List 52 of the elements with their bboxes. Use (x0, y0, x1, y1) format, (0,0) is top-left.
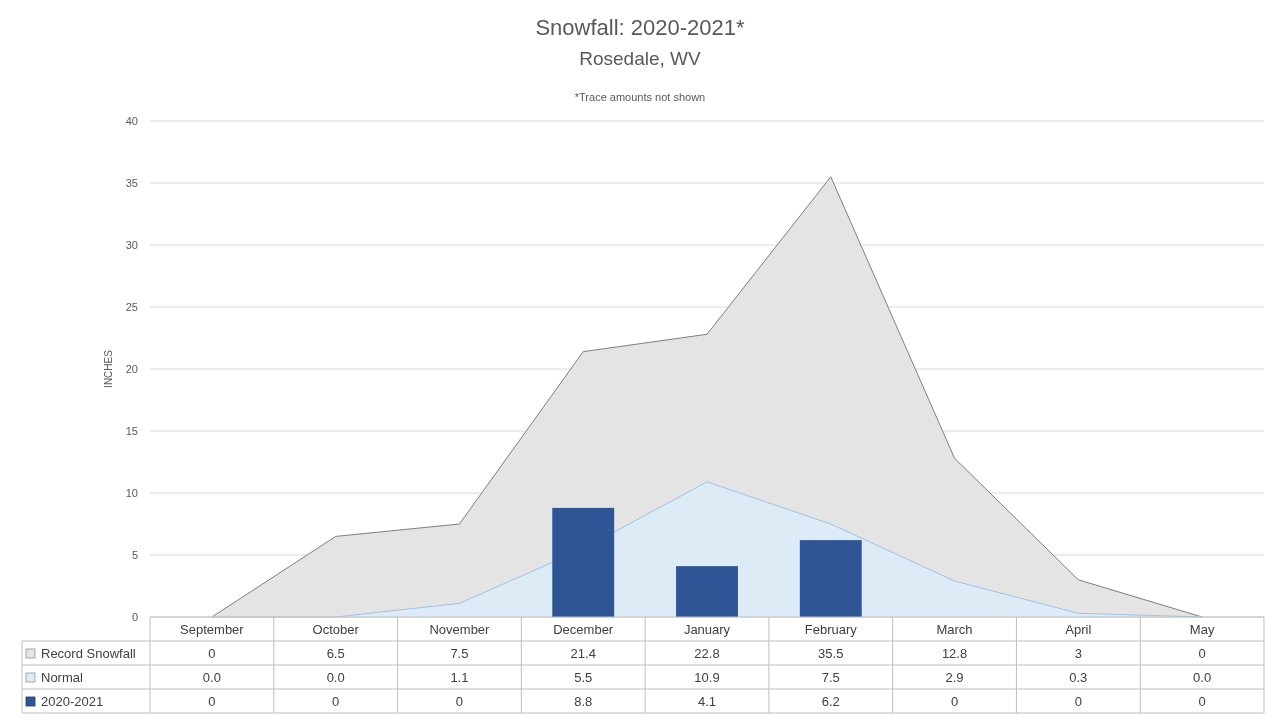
x-tick-label: October (312, 622, 360, 637)
data-label: 7.5 (450, 646, 469, 661)
data-label: 7.5 (821, 670, 840, 685)
y-tick-label: 30 (125, 239, 138, 251)
legend-label: Normal (41, 670, 84, 685)
x-tick-label: December (553, 622, 614, 637)
x-tick-label: March (936, 622, 973, 637)
data-label: 2.9 (945, 670, 964, 685)
data-label: 8.8 (574, 694, 593, 709)
data-label: 6.2 (821, 694, 840, 709)
legend-label: 2020-2021 (41, 694, 104, 709)
data-label: 4.1 (697, 694, 717, 709)
y-tick-label: 40 (125, 115, 138, 127)
data-label: 0 (1198, 694, 1206, 709)
data-label: 22.8 (694, 646, 720, 661)
data-label: 6.5 (326, 646, 345, 661)
x-tick-label: September (180, 622, 245, 637)
y-axis-title: INCHES (103, 349, 114, 388)
y-tick-label: 0 (131, 611, 138, 623)
y-tick-label: 35 (125, 177, 138, 189)
data-label: 0.0 (1193, 670, 1212, 685)
data-label: 0 (455, 694, 464, 709)
data-label: 1.1 (450, 670, 469, 685)
data-label: 35.5 (818, 646, 844, 661)
x-tick-label: February (804, 622, 858, 637)
data-label: 0 (950, 694, 959, 709)
data-label: 0 (208, 694, 216, 709)
data-label: 0.3 (1069, 670, 1088, 685)
y-tick-label: 20 (125, 363, 138, 375)
x-tick-label: April (1065, 622, 1092, 637)
x-tick-label: January (683, 622, 731, 637)
y-tick-label: 5 (131, 549, 138, 561)
chart-title: Snowfall: 2020-2021* (535, 15, 746, 40)
data-label: 0 (332, 694, 340, 709)
legend-label: Record Snowfall (41, 646, 136, 661)
data-label: 0 (1074, 694, 1082, 709)
data-label: 0.0 (202, 670, 221, 685)
x-tick-label: November (429, 622, 491, 637)
x-tick-label: May (1189, 622, 1215, 637)
y-tick-label: 25 (125, 301, 138, 313)
text: *Trace amounts not shown (574, 91, 706, 103)
data-label: 21.4 (570, 646, 596, 661)
chart-subtitle: Rosedale, WV (579, 48, 702, 69)
data-label: 12.8 (941, 646, 968, 661)
data-label: 5.5 (574, 670, 593, 685)
data-label: 0.0 (326, 670, 345, 685)
data-label: 3 (1074, 646, 1082, 661)
data-label: 10.9 (694, 670, 720, 685)
data-label: 0 (208, 646, 216, 661)
y-tick-label: 10 (125, 487, 138, 499)
y-tick-label: 15 (125, 425, 138, 437)
data-label: 0 (1198, 646, 1206, 661)
